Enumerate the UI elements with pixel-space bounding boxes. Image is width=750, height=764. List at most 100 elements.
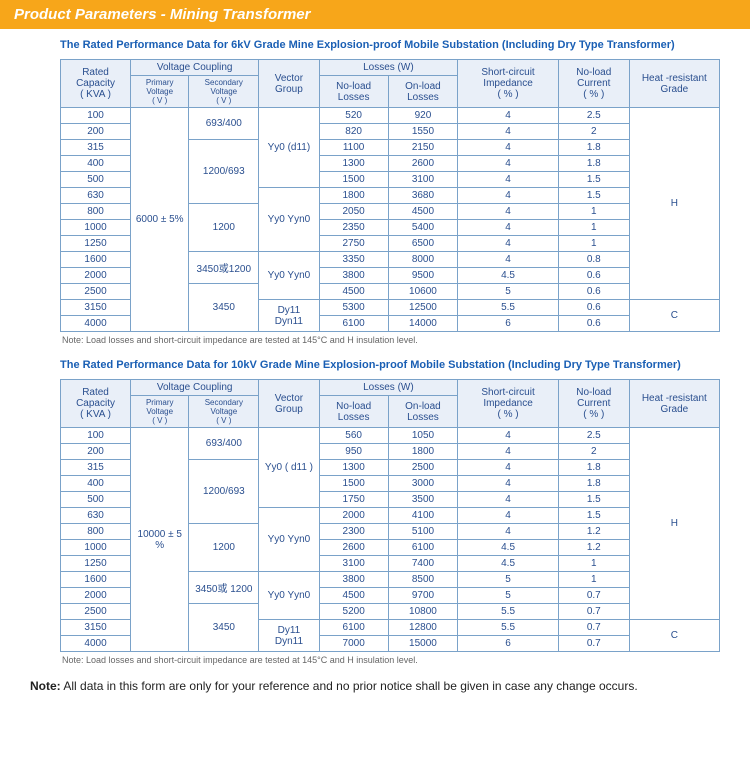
cell-sc: 4 xyxy=(458,140,559,156)
cell-capacity: 2000 xyxy=(61,588,131,604)
cell-noload: 4500 xyxy=(319,284,388,300)
cell-capacity: 2500 xyxy=(61,284,131,300)
cell-onload: 1050 xyxy=(388,428,458,444)
cell-capacity: 2500 xyxy=(61,604,131,620)
final-note-text: All data in this form are only for your … xyxy=(61,679,638,693)
cell-noload: 5200 xyxy=(319,604,388,620)
cell-sc: 5 xyxy=(458,284,559,300)
cell-secondary: 1200 xyxy=(189,524,259,572)
cell-onload: 2150 xyxy=(388,140,458,156)
cell-noload: 1300 xyxy=(319,156,388,172)
cell-vector: Yy0 Yyn0 xyxy=(259,572,319,620)
cell-cur: 1 xyxy=(558,556,629,572)
cell-noload: 7000 xyxy=(319,636,388,652)
col-sc: Short-circuit Impedance( % ) xyxy=(458,60,559,108)
col-secondary: Secondary Voltage( V ) xyxy=(189,76,259,108)
cell-noload: 4500 xyxy=(319,588,388,604)
cell-cur: 0.6 xyxy=(558,268,629,284)
col-onload: On-load Losses xyxy=(388,76,458,108)
cell-vector: Yy0 Yyn0 xyxy=(259,188,319,252)
cell-vector: Yy0 ( d11 ) xyxy=(259,428,319,508)
cell-primary: 10000 ± 5 % xyxy=(131,428,189,652)
cell-secondary: 3450或 1200 xyxy=(189,572,259,604)
cell-sc: 4 xyxy=(458,444,559,460)
cell-onload: 5100 xyxy=(388,524,458,540)
cell-onload: 4100 xyxy=(388,508,458,524)
col-coupling: Voltage Coupling xyxy=(131,60,259,76)
col-noload: No-load Losses xyxy=(319,76,388,108)
cell-sc: 4 xyxy=(458,252,559,268)
col-heat: Heat -resistant Grade xyxy=(629,380,719,428)
cell-sc: 5.5 xyxy=(458,300,559,316)
cell-capacity: 500 xyxy=(61,492,131,508)
cell-cur: 1.5 xyxy=(558,172,629,188)
cell-capacity: 3150 xyxy=(61,300,131,316)
cell-onload: 10600 xyxy=(388,284,458,300)
cell-capacity: 800 xyxy=(61,204,131,220)
cell-cur: 1.2 xyxy=(558,524,629,540)
cell-secondary: 1200 xyxy=(189,204,259,252)
section-title: The Rated Performance Data for 6kV Grade… xyxy=(60,39,720,51)
cell-onload: 10800 xyxy=(388,604,458,620)
col-primary: Primary Voltage( V ) xyxy=(131,396,189,428)
col-vector: Vector Group xyxy=(259,380,319,428)
cell-capacity: 4000 xyxy=(61,316,131,332)
cell-onload: 12500 xyxy=(388,300,458,316)
cell-cur: 2.5 xyxy=(558,428,629,444)
cell-cur: 0.6 xyxy=(558,316,629,332)
cell-noload: 3800 xyxy=(319,572,388,588)
cell-heat: H xyxy=(629,108,719,300)
cell-noload: 2750 xyxy=(319,236,388,252)
cell-capacity: 1250 xyxy=(61,556,131,572)
cell-cur: 1 xyxy=(558,236,629,252)
cell-capacity: 1000 xyxy=(61,220,131,236)
cell-onload: 14000 xyxy=(388,316,458,332)
cell-onload: 5400 xyxy=(388,220,458,236)
cell-noload: 2600 xyxy=(319,540,388,556)
table-row: 10010000 ± 5 %693/400Yy0 ( d11 )56010504… xyxy=(61,428,720,444)
cell-sc: 6 xyxy=(458,636,559,652)
cell-secondary: 1200/693 xyxy=(189,140,259,204)
cell-secondary: 1200/693 xyxy=(189,460,259,524)
cell-onload: 4500 xyxy=(388,204,458,220)
cell-secondary: 693/400 xyxy=(189,108,259,140)
cell-sc: 5 xyxy=(458,588,559,604)
cell-cur: 1.2 xyxy=(558,540,629,556)
section-title: The Rated Performance Data for 10kV Grad… xyxy=(60,359,720,371)
col-capacity: Rated Capacity( KVA ) xyxy=(61,380,131,428)
cell-secondary: 3450 xyxy=(189,284,259,332)
cell-cur: 1.8 xyxy=(558,156,629,172)
cell-cur: 0.7 xyxy=(558,620,629,636)
cell-noload: 1500 xyxy=(319,476,388,492)
cell-capacity: 315 xyxy=(61,140,131,156)
cell-noload: 3100 xyxy=(319,556,388,572)
cell-capacity: 100 xyxy=(61,428,131,444)
cell-onload: 12800 xyxy=(388,620,458,636)
cell-capacity: 1250 xyxy=(61,236,131,252)
col-sc: Short-circuit Impedance( % ) xyxy=(458,380,559,428)
col-noload: No-load Losses xyxy=(319,396,388,428)
cell-cur: 0.6 xyxy=(558,284,629,300)
cell-secondary: 3450或1200 xyxy=(189,252,259,284)
cell-onload: 2500 xyxy=(388,460,458,476)
cell-noload: 5300 xyxy=(319,300,388,316)
cell-noload: 2050 xyxy=(319,204,388,220)
cell-cur: 0.7 xyxy=(558,636,629,652)
cell-sc: 4 xyxy=(458,172,559,188)
cell-sc: 4 xyxy=(458,508,559,524)
cell-cur: 0.6 xyxy=(558,300,629,316)
col-nlc: No-load Current( % ) xyxy=(558,60,629,108)
cell-vector: Dy11 Dyn11 xyxy=(259,300,319,332)
cell-onload: 8000 xyxy=(388,252,458,268)
cell-sc: 5.5 xyxy=(458,604,559,620)
cell-heat: C xyxy=(629,620,719,652)
cell-secondary: 693/400 xyxy=(189,428,259,460)
cell-sc: 4 xyxy=(458,156,559,172)
cell-noload: 1500 xyxy=(319,172,388,188)
cell-noload: 820 xyxy=(319,124,388,140)
cell-sc: 4.5 xyxy=(458,540,559,556)
cell-onload: 15000 xyxy=(388,636,458,652)
cell-sc: 6 xyxy=(458,316,559,332)
cell-sc: 4 xyxy=(458,124,559,140)
col-losses: Losses (W) xyxy=(319,60,458,76)
